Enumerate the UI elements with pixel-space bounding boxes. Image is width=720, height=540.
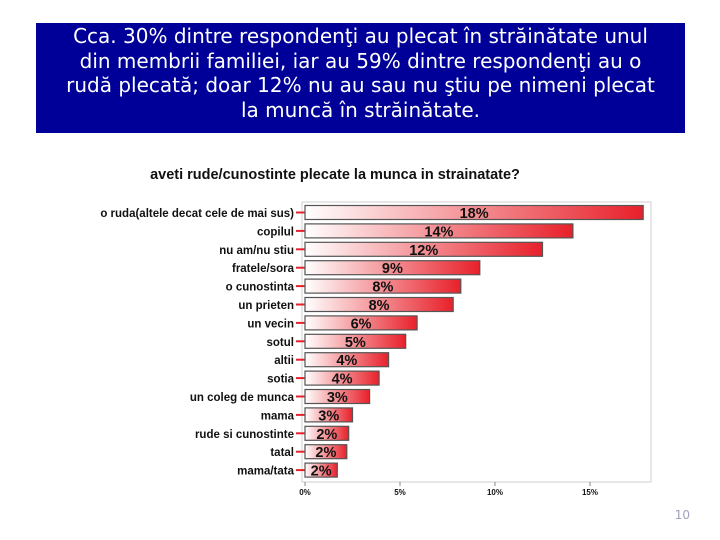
value-label: 12% xyxy=(409,243,438,259)
bar xyxy=(304,278,462,294)
value-label: 2% xyxy=(316,427,337,443)
value-label: 14% xyxy=(424,224,453,240)
category-label: o cunostinta xyxy=(226,282,295,294)
category-label: sotul xyxy=(267,337,294,349)
bar xyxy=(304,241,544,257)
category-label: mama/tata xyxy=(237,466,294,478)
category-label: un prieten xyxy=(238,300,294,312)
x-tick-label: 5% xyxy=(394,488,406,497)
header-line-4: la muncă în străinătate. xyxy=(240,97,481,122)
header-line-3: rudă plecată; doar 12% nu au sau nu ştiu… xyxy=(66,73,655,97)
value-label: 5% xyxy=(345,335,366,351)
value-label: 2% xyxy=(315,445,336,461)
category-label: o ruda(altele decat cele de mai sus) xyxy=(100,208,294,220)
bar xyxy=(304,370,380,386)
bar xyxy=(304,296,454,313)
value-label: 6% xyxy=(351,316,372,332)
category-label: nu am/nu stiu xyxy=(219,245,294,257)
bar xyxy=(304,407,354,423)
value-label: 9% xyxy=(382,261,403,277)
bar xyxy=(304,260,481,276)
category-label: un vecin xyxy=(247,318,294,330)
value-label: 4% xyxy=(336,353,357,369)
category-label: rude si cunostinte xyxy=(195,429,294,441)
category-label: tatal xyxy=(270,447,294,459)
category-label: un coleg de munca xyxy=(190,392,295,404)
bar xyxy=(304,444,348,460)
value-label: 4% xyxy=(332,372,353,388)
slide-number: 10 xyxy=(674,508,690,522)
category-label: fratele/sora xyxy=(232,263,295,275)
category-label: altii xyxy=(274,355,294,367)
value-label: 2% xyxy=(311,464,332,480)
chart-title: aveti rude/cunostinte plecate la munca i… xyxy=(150,167,520,183)
bar xyxy=(304,388,371,405)
bar xyxy=(304,333,407,349)
x-tick-label: 15% xyxy=(582,488,598,497)
bar xyxy=(304,223,574,239)
bar xyxy=(304,204,644,221)
slide-header: Cca. 30% dintre respondenţi au plecat în… xyxy=(36,23,685,133)
bar xyxy=(304,425,350,441)
category-label: copilul xyxy=(257,226,294,238)
value-label: 8% xyxy=(369,298,390,314)
bar xyxy=(304,462,338,478)
header-line-1: Cca. 30% dintre respondenţi au plecat în… xyxy=(73,24,648,48)
bar xyxy=(304,315,418,331)
category-label: mama xyxy=(261,410,295,422)
x-tick-label: 0% xyxy=(299,488,311,497)
value-label: 8% xyxy=(372,280,393,296)
bar xyxy=(304,352,390,368)
header-line-2: din membrii familiei, iar au 59% dintre … xyxy=(79,48,642,73)
value-label: 18% xyxy=(460,206,489,222)
x-tick-label: 10% xyxy=(487,488,503,497)
category-label: sotia xyxy=(267,374,294,386)
value-label: 3% xyxy=(318,408,339,424)
value-label: 3% xyxy=(327,390,348,406)
